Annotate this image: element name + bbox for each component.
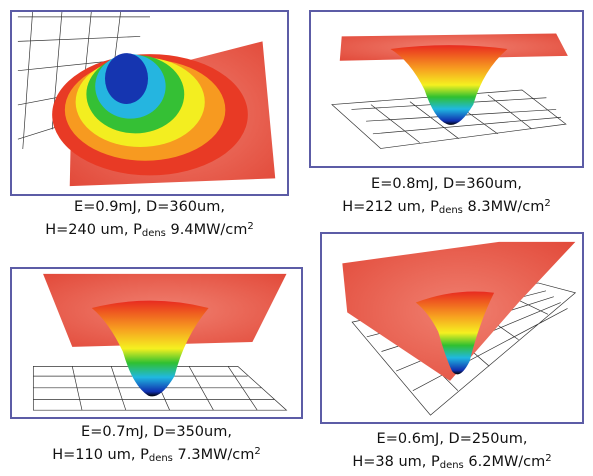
caption-line: E=0.6mJ, D=250um, (376, 431, 528, 447)
panel-2-plot (309, 10, 584, 168)
subscript: dens (141, 228, 166, 239)
surface-plot (342, 241, 577, 416)
caption-line: E=0.7mJ, D=350um, (81, 424, 232, 440)
text: H=240 um, P (45, 222, 142, 238)
text: H=38 um, P (352, 454, 440, 470)
subscript: dens (439, 460, 464, 471)
panel-4-plot (320, 232, 584, 424)
caption-4: E=0.6mJ, D=250um, H=38 um, Pdens 6.2MW/c… (320, 429, 584, 476)
text: H=110 um, P (52, 447, 149, 463)
caption-line: H=212 um, Pdens 8.3MW/cm2 (309, 194, 584, 221)
panel-1-plot (10, 10, 289, 196)
caption-1: E=0.9mJ, D=360um, H=240 um, Pdens 9.4MW/… (10, 197, 289, 244)
text: 7.3MW/cm (172, 447, 255, 463)
superscript: 2 (247, 221, 254, 232)
superscript: 2 (544, 198, 551, 209)
caption-line: E=0.8mJ, D=360um, (371, 176, 522, 192)
caption-line: E=0.9mJ, D=360um, (74, 199, 225, 215)
surface-plot (32, 273, 288, 411)
superscript: 2 (545, 453, 552, 464)
caption-line: H=240 um, Pdens 9.4MW/cm2 (10, 217, 289, 244)
text: 9.4MW/cm (165, 222, 248, 238)
caption-line: H=110 um, Pdens 7.3MW/cm2 (10, 442, 303, 469)
subscript: dens (438, 205, 463, 216)
subscript: dens (148, 453, 173, 464)
panel-3-plot (10, 267, 303, 419)
caption-line: H=38 um, Pdens 6.2MW/cm2 (320, 449, 584, 476)
surface-plot (17, 12, 276, 187)
caption-3: E=0.7mJ, D=350um, H=110 um, Pdens 7.3MW/… (10, 422, 303, 469)
caption-2: E=0.8mJ, D=360um, H=212 um, Pdens 8.3MW/… (309, 174, 584, 221)
text: 8.3MW/cm (462, 199, 545, 215)
text: 6.2MW/cm (463, 454, 546, 470)
text: H=212 um, P (342, 199, 439, 215)
surface-plot (331, 33, 568, 149)
superscript: 2 (254, 446, 261, 457)
